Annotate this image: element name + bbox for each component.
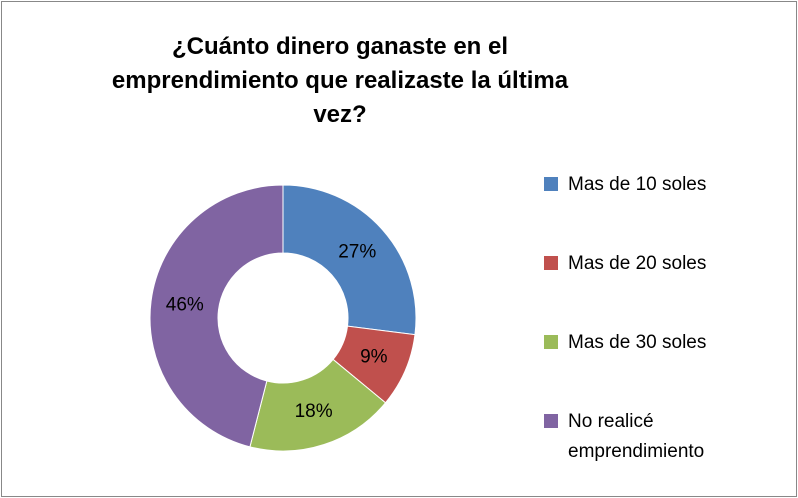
legend-label: Mas de 30 soles (568, 332, 707, 353)
data-label: 46% (166, 295, 204, 316)
legend-swatch (544, 256, 558, 270)
legend-swatch (544, 414, 558, 428)
data-label: 9% (360, 346, 388, 367)
chart-title: ¿Cuánto dinero ganaste en el emprendimie… (111, 33, 569, 128)
legend-swatch (544, 177, 558, 191)
donut-segment (149, 184, 284, 448)
data-label: 18% (295, 401, 333, 422)
data-label: 27% (338, 242, 376, 263)
donut-segment (249, 358, 387, 452)
legend-label: No realicé emprendimiento (568, 411, 705, 462)
legend-swatch (544, 335, 558, 349)
legend-label: Mas de 10 soles (568, 174, 707, 195)
legend-label: Mas de 20 soles (568, 253, 707, 274)
donut-segment (282, 184, 417, 336)
